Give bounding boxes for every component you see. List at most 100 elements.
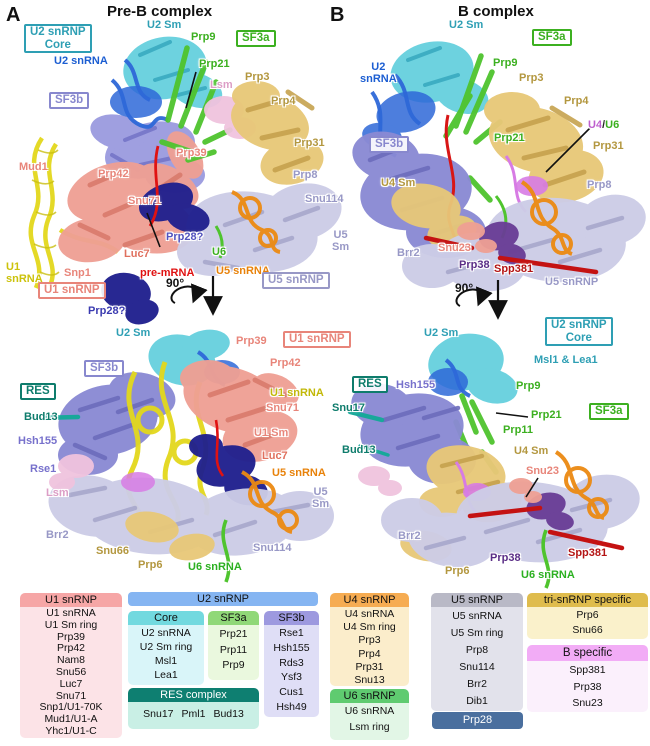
legend-u5-items: U5 snRNA U5 Sm ring Prp8 Snu114 Brr2 Dib1 xyxy=(431,607,523,711)
legend-item: Snu66 xyxy=(572,624,603,636)
box-sf3b: SF3b xyxy=(49,92,90,109)
legend-item: U2 Sm ring xyxy=(139,641,193,653)
label-snu17: Snu17 xyxy=(332,402,366,414)
label-snu114: Snu114 xyxy=(305,193,344,205)
rotation-90-label-B: 90° xyxy=(455,281,474,295)
legend-bspec-items: Spp381 Prp38 Snu23 xyxy=(527,661,648,712)
label-u1-snrna: U1 snRNA xyxy=(6,261,43,285)
legend-u4-items: U4 snRNA U4 Sm ring Prp3 Prp4 Prp31 Snu13 xyxy=(330,607,409,686)
label-u5-snrna-bottom: U5 snRNA xyxy=(272,467,326,479)
label-prp21: Prp21 xyxy=(199,58,230,70)
legend-item: Snu114 xyxy=(459,661,495,673)
label-msl1-lea1: Msl1 & Lea1 xyxy=(534,354,598,366)
legend-item: Dib1 xyxy=(466,695,488,707)
label-brr2-B: Brr2 xyxy=(397,247,420,259)
label-u2-snrna-B: U2 snRNA xyxy=(360,61,397,85)
panel-letter-A: A xyxy=(6,4,21,26)
legend-item: Prp42 xyxy=(56,642,86,655)
legend-sf3b: SF3b Rse1 Hsh155 Rds3 Ysf3 Cus1 Hsh49 xyxy=(264,611,319,717)
legend-item: Lsm ring xyxy=(349,720,390,733)
B-top-structure xyxy=(352,41,646,320)
label-u4-sm-B-bottom: U4 Sm xyxy=(514,445,549,457)
label-prp21-B-bottom: Prp21 xyxy=(531,409,562,421)
legend-u6-snrnp: U6 snRNP U6 snRNA Lsm ring xyxy=(330,689,409,740)
legend-item: Bud13 xyxy=(213,708,244,720)
preB-bottom-structure xyxy=(35,329,334,583)
legend-tri-items: Prp6 Snu66 xyxy=(527,607,648,639)
legend-item: Ysf3 xyxy=(280,671,302,684)
label-prp39-bottom: Prp39 xyxy=(236,335,267,347)
label-hsh155: Hsh155 xyxy=(18,435,58,447)
label-lsm-bottom: Lsm xyxy=(46,487,69,499)
legend-item: U1 Sm ring xyxy=(44,618,98,631)
label-u2-sm: U2 Sm xyxy=(147,19,182,31)
preB-top-structure xyxy=(28,36,342,325)
legend-item: Nam8 xyxy=(56,654,85,667)
label-u5-snrnp-B: U5 snRNP xyxy=(545,276,599,288)
legend-item: Spp381 xyxy=(569,664,606,676)
legend-item: U1 snRNA xyxy=(46,607,96,619)
legend-item: U5 Sm ring xyxy=(450,627,504,639)
legend-item: Prp9 xyxy=(222,659,245,671)
label-prp9: Prp9 xyxy=(191,31,216,43)
label-prp8: Prp8 xyxy=(293,169,318,181)
legend-u4-header: U4 snRNP xyxy=(330,593,409,607)
label-bud13-B: Bud13 xyxy=(342,444,376,456)
panel-title-B: B complex xyxy=(458,3,534,20)
label-prp3-B: Prp3 xyxy=(519,72,544,84)
label-u4-part: U4 xyxy=(588,119,603,131)
legend-item: Luc7 xyxy=(59,677,83,690)
legend-u1-items: U1 snRNA U1 Sm ring Prp39 Prp42 Nam8 Snu56 Luc… xyxy=(20,607,122,738)
legend-sf3a: SF3a Prp21 Prp11 Prp9 xyxy=(208,611,259,680)
label-snu71-bottom: Snu71 xyxy=(266,402,300,414)
label-u5-sm-top: U5 Sm xyxy=(332,229,350,253)
label-u6-snrna-B: U6 snRNA xyxy=(521,569,575,581)
label-brr2-B-bottom: Brr2 xyxy=(398,530,421,542)
label-u5-sm-bottom: U5 Sm xyxy=(312,486,330,510)
legend-item: Hsh49 xyxy=(276,700,307,713)
label-u6-snrna: U6 snRNA xyxy=(188,561,242,573)
label-prp11: Prp11 xyxy=(503,424,533,436)
label-snu114-bottom: Snu114 xyxy=(253,542,292,554)
box-u5-snrnp: U5 snRNP xyxy=(262,272,330,289)
label-prp9-B: Prp9 xyxy=(493,57,518,69)
legend-item: Brr2 xyxy=(467,678,487,690)
legend-item: Snu23 xyxy=(572,697,603,709)
label-hsh155-B: Hsh155 xyxy=(396,379,436,391)
legend-item: U4 Sm ring xyxy=(343,621,396,634)
legend-item: Cus1 xyxy=(279,686,304,699)
legend-item: U4 snRNA xyxy=(344,608,395,620)
box-sf3a-B-bottom: SF3a xyxy=(589,403,629,420)
label-snu66: Snu66 xyxy=(96,545,130,557)
label-prp3: Prp3 xyxy=(245,71,270,83)
legend-b-specific: B specific Spp381 Prp38 Snu23 xyxy=(527,645,648,712)
label-bud13: Bud13 xyxy=(24,411,58,423)
label-u2-sm-bottom: U2 Sm xyxy=(116,327,151,339)
legend-prp28: Prp28 xyxy=(432,712,523,729)
legend-item: Snu56 xyxy=(55,665,87,678)
legend-item: Snu17 xyxy=(143,708,174,720)
legend-sf3b-header: SF3b xyxy=(264,611,319,625)
legend-item: Pml1 xyxy=(181,708,206,720)
label-luc7: Luc7 xyxy=(124,248,150,260)
box-res: RES xyxy=(20,383,56,400)
legend-item: Prp38 xyxy=(573,680,602,693)
label-prp8-B: Prp8 xyxy=(587,179,612,191)
legend-res-complex: RES complex Snu17 Pml1 Bud13 xyxy=(128,688,259,729)
label-u4-u6: U4/U6 xyxy=(588,119,619,131)
label-prp6: Prp6 xyxy=(138,559,163,571)
legend-u2-core-items: U2 snRNA U2 Sm ring Msl1 Lea1 xyxy=(128,625,204,685)
legend-item: Hsh155 xyxy=(273,641,310,654)
rotation-90-label-A: 90° xyxy=(166,276,185,290)
label-spp381-B-bottom: Spp381 xyxy=(568,547,608,559)
label-u4-sm-B: U4 Sm xyxy=(381,177,416,189)
label-u1-sm: U1 Sm xyxy=(254,427,289,439)
label-prp28-question-bottom: Prp28? xyxy=(88,305,126,317)
legend-item: U2 snRNA xyxy=(141,627,191,639)
legend-item: U6 snRNA xyxy=(344,705,395,717)
label-prp31: Prp31 xyxy=(294,137,325,149)
legend-u5-header: U5 snRNP xyxy=(431,593,523,607)
label-brr2: Brr2 xyxy=(46,529,69,541)
label-u6-part: U6 xyxy=(605,119,620,131)
legend-u2-snrnp-header: U2 snRNP xyxy=(128,592,318,606)
